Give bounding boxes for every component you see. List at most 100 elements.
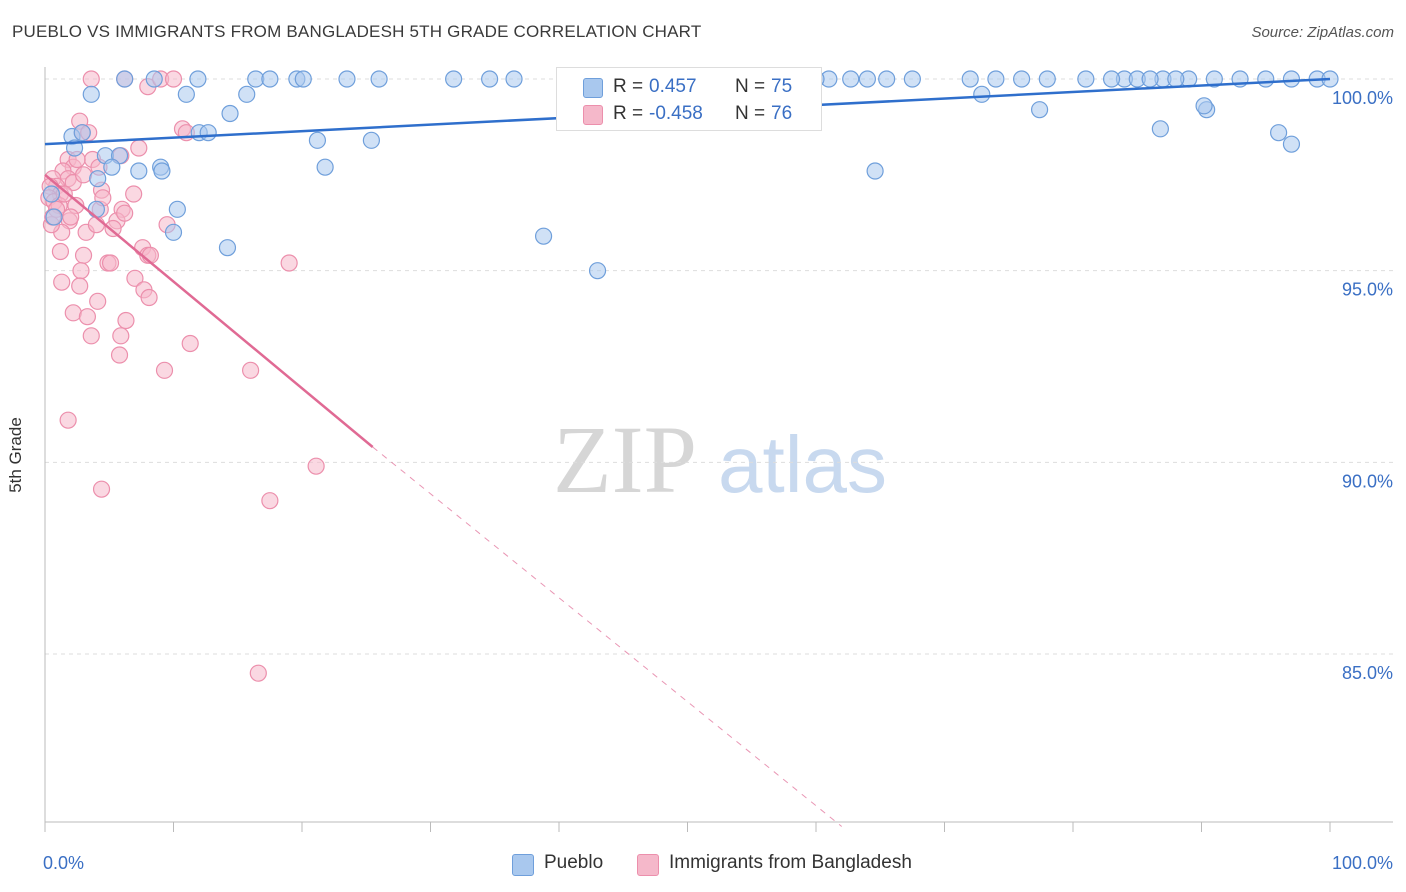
legend-n-value: 76 bbox=[771, 103, 793, 124]
pueblo-point bbox=[42, 185, 61, 203]
pueblo-point bbox=[338, 70, 356, 88]
bangladesh-point bbox=[117, 311, 135, 330]
pueblo-point bbox=[973, 85, 991, 103]
bangladesh-point bbox=[74, 246, 93, 264]
bangladesh-point bbox=[78, 308, 97, 326]
x-tick-label: 100.0% bbox=[1332, 853, 1393, 873]
pueblo-point bbox=[866, 162, 884, 180]
bangladesh-point bbox=[101, 254, 120, 272]
bangladesh-point bbox=[242, 361, 260, 379]
legend-r-value: 0.457 bbox=[649, 76, 697, 97]
bangladesh-point bbox=[112, 327, 130, 345]
pueblo-point bbox=[199, 124, 217, 142]
pueblo-point bbox=[153, 162, 171, 180]
pueblo-point bbox=[177, 85, 195, 103]
watermark-zip: ZIP bbox=[553, 406, 697, 513]
bangladesh-point bbox=[62, 208, 80, 226]
pueblo-point bbox=[362, 131, 380, 149]
legend-r-label: R = bbox=[613, 103, 644, 124]
bangladesh-point bbox=[53, 273, 71, 291]
y-tick-label: 100.0% bbox=[1332, 88, 1393, 108]
pueblo-point bbox=[145, 70, 163, 88]
pueblo-point bbox=[73, 124, 91, 142]
bangladesh-point bbox=[59, 411, 77, 429]
legend-n-label: N = bbox=[735, 103, 766, 124]
pueblo-point bbox=[370, 70, 388, 88]
bangladesh-point bbox=[92, 480, 111, 498]
bangladesh-point bbox=[130, 139, 148, 157]
bangladesh-point bbox=[125, 185, 143, 203]
bangladesh-point bbox=[64, 304, 82, 322]
pueblo-point bbox=[164, 223, 183, 241]
legend-label-pueblo: Pueblo bbox=[544, 852, 604, 873]
pueblo-point bbox=[987, 70, 1005, 88]
series-legend: Pueblo Immigrants from Bangladesh bbox=[0, 852, 1406, 876]
pueblo-point bbox=[878, 70, 896, 88]
pueblo-point bbox=[87, 200, 106, 218]
pueblo-point bbox=[1151, 120, 1169, 138]
pueblo-point bbox=[189, 70, 207, 88]
pueblo-point bbox=[1030, 101, 1049, 119]
legend-n-label: N = bbox=[735, 76, 766, 97]
pueblo-point bbox=[103, 158, 121, 176]
pueblo-point bbox=[89, 170, 107, 188]
bangladesh-point bbox=[104, 219, 122, 238]
bangladesh-point bbox=[71, 277, 89, 295]
bangladesh-point bbox=[51, 242, 70, 261]
pueblo-point bbox=[218, 239, 237, 257]
pueblo-point bbox=[1282, 70, 1301, 88]
pueblo-point bbox=[45, 208, 63, 226]
bangladesh-point bbox=[307, 457, 325, 475]
pueblo-point bbox=[858, 70, 877, 88]
pueblo-point bbox=[308, 131, 327, 149]
pueblo-point bbox=[1282, 135, 1301, 153]
pueblo-point bbox=[1205, 70, 1223, 88]
pueblo-point bbox=[505, 70, 523, 88]
bangladesh-point bbox=[72, 262, 90, 280]
pueblo-point bbox=[1141, 70, 1159, 88]
x-tick-label: 0.0% bbox=[43, 853, 84, 873]
bangladesh-trend-extension bbox=[372, 446, 843, 827]
tick-labels: 100.0% 95.0% 90.0% 85.0% 0.0% 100.0% bbox=[43, 88, 1393, 873]
pueblo-point bbox=[1102, 70, 1121, 88]
legend-swatch-pueblo bbox=[583, 78, 603, 98]
chart-title: PUEBLO VS IMMIGRANTS FROM BANGLADESH 5TH… bbox=[12, 22, 702, 41]
pueblo-point bbox=[903, 70, 921, 88]
y-tick-label: 90.0% bbox=[1342, 471, 1393, 491]
pueblo-point bbox=[1257, 70, 1275, 88]
bangladesh-points bbox=[40, 70, 325, 682]
bangladesh-point bbox=[164, 70, 183, 88]
pueblo-point bbox=[961, 70, 979, 88]
pueblo-point bbox=[294, 70, 312, 88]
legend-swatch-bangladesh bbox=[637, 854, 659, 876]
pueblo-point bbox=[1195, 97, 1213, 115]
y-tick-label: 85.0% bbox=[1342, 663, 1393, 683]
pueblo-point bbox=[588, 262, 607, 280]
legend-label-bangladesh: Immigrants from Bangladesh bbox=[669, 852, 912, 873]
bangladesh-point bbox=[261, 492, 279, 510]
legend-swatch-bangladesh bbox=[583, 105, 603, 125]
pueblo-point bbox=[1038, 70, 1056, 88]
legend-row-bangladesh: R = -0.458 N = 76 bbox=[557, 100, 821, 128]
pueblo-point bbox=[534, 227, 553, 245]
bangladesh-point bbox=[116, 204, 134, 222]
pueblo-point bbox=[1077, 70, 1095, 88]
watermark-atlas: atlas bbox=[718, 420, 887, 509]
legend-r-label: R = bbox=[613, 76, 644, 97]
bangladesh-point bbox=[82, 327, 100, 345]
pueblo-point bbox=[1012, 70, 1031, 88]
pueblo-point bbox=[82, 85, 100, 103]
pueblo-point bbox=[481, 70, 499, 88]
bangladesh-point bbox=[110, 346, 129, 364]
bangladesh-point bbox=[155, 361, 174, 379]
pueblo-point bbox=[445, 70, 463, 88]
bangladesh-point bbox=[140, 288, 158, 307]
legend-n-value: 75 bbox=[771, 76, 793, 97]
source-label: Source: ZipAtlas.com bbox=[1251, 24, 1394, 41]
bangladesh-point bbox=[74, 166, 93, 184]
pueblo-point bbox=[221, 104, 239, 123]
pueblo-point bbox=[316, 158, 334, 176]
pueblo-point bbox=[238, 85, 256, 103]
pueblo-point bbox=[842, 70, 860, 88]
